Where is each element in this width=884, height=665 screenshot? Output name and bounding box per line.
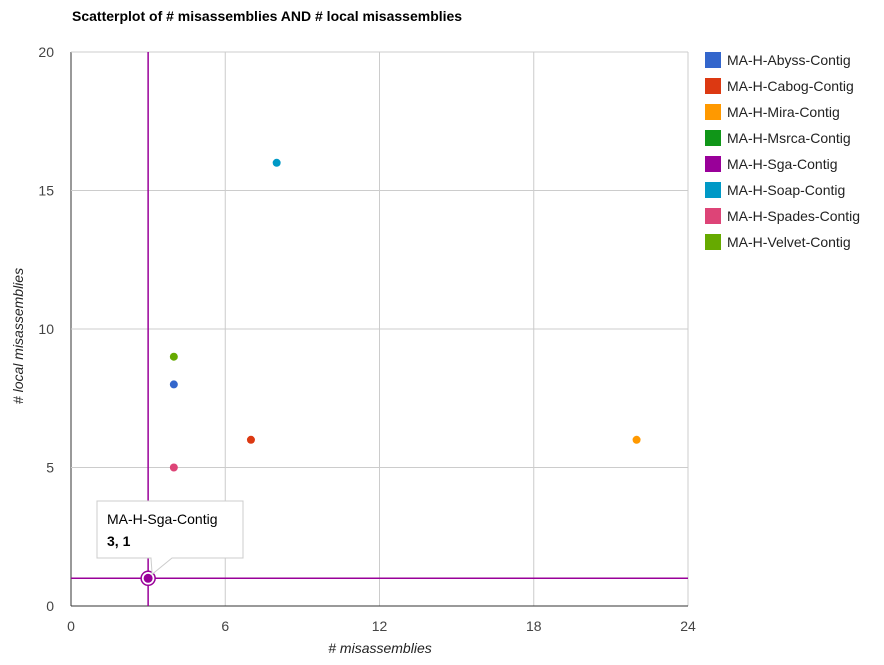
tooltip: MA-H-Sga-Contig 3, 1: [96, 500, 244, 576]
legend-label: MA-H-Cabog-Contig: [727, 78, 854, 94]
x-tick-label: 6: [221, 618, 229, 634]
legend-swatch: [705, 156, 721, 172]
legend-swatch: [705, 104, 721, 120]
y-tick-label: 0: [46, 598, 54, 614]
legend-label: MA-H-Sga-Contig: [727, 156, 837, 172]
legend: MA-H-Abyss-Contig MA-H-Cabog-Contig MA-H-M…: [705, 52, 860, 250]
tooltip-series-label: MA-H-Sga-Contig: [107, 511, 217, 527]
tooltip-box: [96, 500, 244, 576]
legend-swatch: [705, 234, 721, 250]
legend-item[interactable]: MA-H-Mira-Contig: [705, 104, 840, 120]
y-tick-label: 10: [38, 321, 54, 337]
legend-item[interactable]: MA-H-Spades-Contig: [705, 208, 860, 224]
legend-item[interactable]: MA-H-Msrca-Contig: [705, 130, 851, 146]
legend-label: MA-H-Soap-Contig: [727, 182, 845, 198]
data-point[interactable]: [169, 380, 178, 389]
x-axis-title: # misassemblies: [328, 640, 431, 656]
y-tick-label: 20: [38, 44, 54, 60]
data-point[interactable]: [169, 352, 178, 361]
legend-item[interactable]: MA-H-Cabog-Contig: [705, 78, 854, 94]
data-point[interactable]: [143, 573, 153, 583]
legend-label: MA-H-Velvet-Contig: [727, 234, 851, 250]
legend-item[interactable]: MA-H-Abyss-Contig: [705, 52, 851, 68]
legend-label: MA-H-Msrca-Contig: [727, 130, 851, 146]
legend-label: MA-H-Abyss-Contig: [727, 52, 851, 68]
legend-swatch: [705, 78, 721, 94]
legend-swatch: [705, 52, 721, 68]
legend-item[interactable]: MA-H-Velvet-Contig: [705, 234, 851, 250]
legend-swatch: [705, 130, 721, 146]
x-tick-label: 0: [67, 618, 75, 634]
legend-label: MA-H-Spades-Contig: [727, 208, 860, 224]
y-tick-label: 5: [46, 460, 54, 476]
data-point[interactable]: [246, 435, 255, 444]
x-tick-label: 12: [372, 618, 388, 634]
y-tick-label: 15: [38, 183, 54, 199]
tick-labels: 0 6 12 18 24 0 5 10 15 20: [38, 44, 696, 634]
legend-swatch: [705, 208, 721, 224]
legend-item[interactable]: MA-H-Sga-Contig: [705, 156, 837, 172]
x-tick-label: 24: [680, 618, 696, 634]
data-point[interactable]: [632, 435, 641, 444]
data-point[interactable]: [169, 463, 178, 472]
tooltip-value: 3, 1: [107, 533, 131, 549]
chart-title: Scatterplot of # misassemblies AND # loc…: [72, 8, 462, 24]
y-axis-title: # local misassemblies: [10, 268, 26, 404]
data-point[interactable]: [272, 158, 281, 167]
data-points: [140, 158, 641, 587]
legend-label: MA-H-Mira-Contig: [727, 104, 840, 120]
legend-swatch: [705, 182, 721, 198]
x-tick-label: 18: [526, 618, 542, 634]
legend-item[interactable]: MA-H-Soap-Contig: [705, 182, 845, 198]
